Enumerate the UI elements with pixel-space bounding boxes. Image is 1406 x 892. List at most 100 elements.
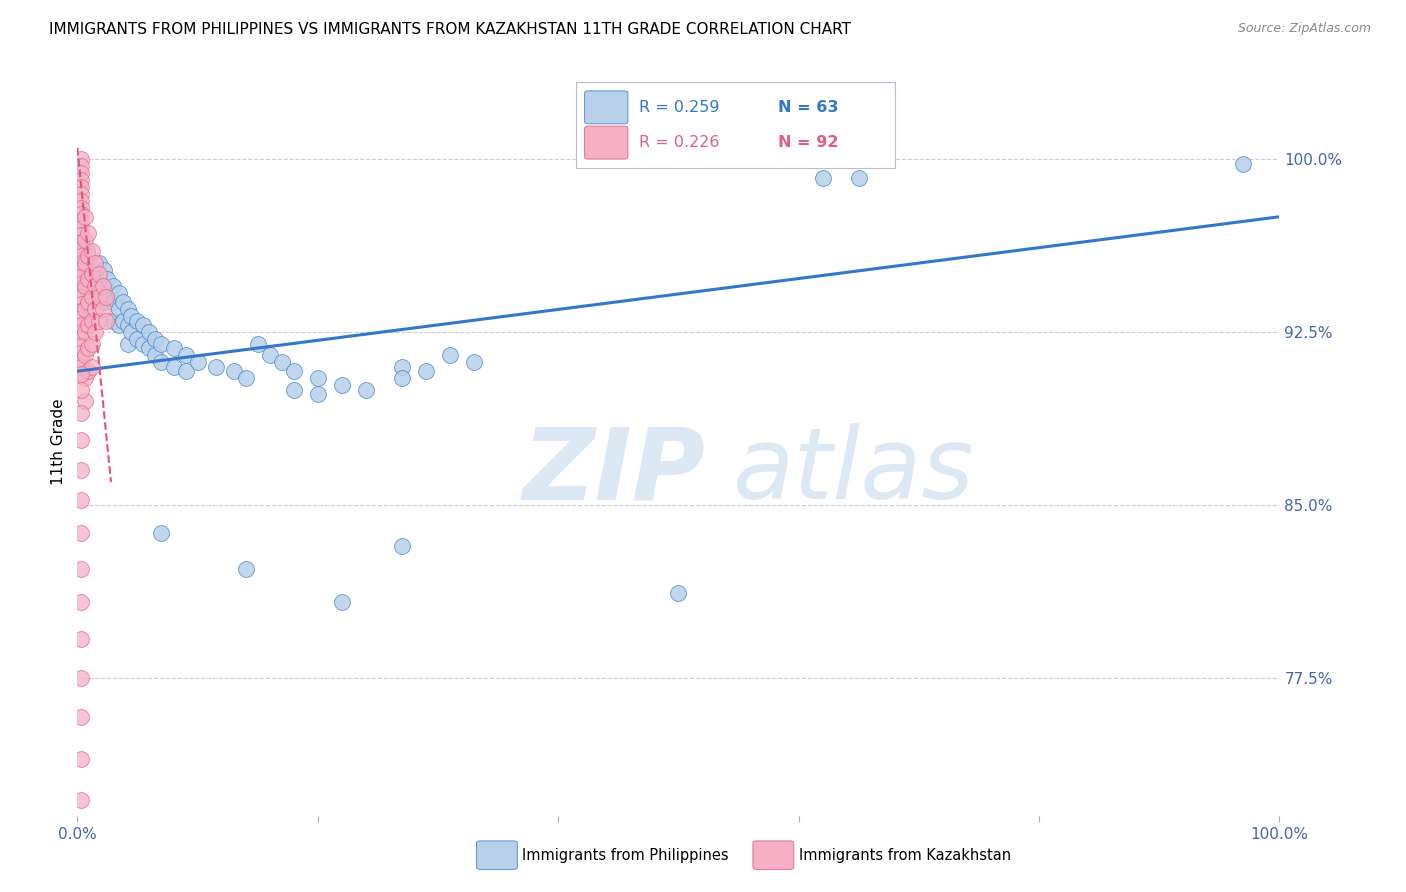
Text: N = 63: N = 63: [778, 100, 838, 115]
Point: [87, 290, 110, 304]
Point: [91, 279, 114, 293]
Point: [80, 290, 103, 304]
Point: [70, 207, 93, 221]
Point: [145, 332, 167, 346]
Point: [283, 364, 305, 378]
Point: [145, 348, 167, 362]
Point: [87, 313, 110, 327]
Point: [70, 201, 93, 215]
Point: [132, 318, 155, 332]
Point: [70, 277, 93, 291]
Point: [96, 313, 118, 327]
Point: [1232, 157, 1254, 171]
Point: [848, 170, 870, 185]
Point: [70, 152, 93, 166]
Point: [463, 355, 485, 369]
Point: [84, 256, 107, 270]
Point: [668, 585, 690, 599]
Point: [87, 272, 110, 286]
Point: [70, 332, 93, 346]
Point: [70, 463, 93, 477]
Point: [70, 359, 93, 374]
Point: [120, 325, 142, 339]
Point: [70, 279, 93, 293]
Point: [70, 383, 93, 397]
Point: [354, 383, 377, 397]
Point: [70, 304, 93, 318]
Point: [70, 406, 93, 420]
Point: [117, 318, 139, 332]
Text: Immigrants from Philippines: Immigrants from Philippines: [522, 847, 728, 863]
Point: [77, 249, 100, 263]
Point: [96, 290, 118, 304]
Text: Source: ZipAtlas.com: Source: ZipAtlas.com: [1237, 22, 1371, 36]
Point: [127, 332, 149, 346]
Point: [70, 832, 93, 847]
Point: [70, 525, 93, 540]
Point: [70, 179, 93, 194]
FancyBboxPatch shape: [576, 82, 894, 168]
Point: [70, 339, 93, 353]
Point: [73, 348, 96, 362]
Point: [132, 336, 155, 351]
Point: [204, 359, 226, 374]
Point: [391, 359, 413, 374]
Point: [84, 284, 107, 298]
Point: [103, 295, 125, 310]
Point: [84, 325, 107, 339]
FancyBboxPatch shape: [477, 841, 517, 870]
Point: [70, 751, 93, 765]
Point: [77, 364, 100, 378]
Point: [246, 336, 269, 351]
Point: [80, 359, 103, 374]
Point: [70, 186, 93, 201]
Point: [73, 279, 96, 293]
Point: [811, 170, 834, 185]
Point: [96, 272, 118, 286]
Point: [70, 256, 93, 270]
Point: [70, 595, 93, 609]
Text: R = 0.226: R = 0.226: [638, 135, 720, 150]
Point: [307, 371, 329, 385]
Point: [127, 313, 149, 327]
Point: [84, 268, 107, 282]
FancyBboxPatch shape: [585, 126, 628, 159]
Point: [117, 336, 139, 351]
Point: [103, 313, 125, 327]
Point: [330, 378, 353, 392]
Point: [108, 301, 131, 316]
Point: [73, 325, 96, 339]
Point: [391, 371, 413, 385]
Point: [235, 371, 257, 385]
Point: [391, 540, 413, 554]
Point: [270, 355, 292, 369]
Point: [87, 268, 110, 282]
Point: [80, 313, 103, 327]
Point: [150, 336, 173, 351]
Text: N = 92: N = 92: [778, 135, 838, 150]
Point: [87, 290, 110, 304]
Point: [70, 352, 93, 367]
Point: [73, 256, 96, 270]
Point: [70, 173, 93, 187]
Point: [70, 434, 93, 448]
Point: [70, 632, 93, 646]
Point: [77, 341, 100, 355]
Point: [91, 301, 114, 316]
Point: [70, 311, 93, 326]
Point: [259, 348, 281, 362]
Point: [70, 262, 93, 277]
Point: [77, 318, 100, 332]
Point: [76, 268, 98, 282]
Point: [70, 235, 93, 249]
Point: [150, 525, 173, 540]
Point: [70, 493, 93, 508]
Point: [79, 256, 101, 270]
Point: [77, 226, 100, 240]
Point: [73, 210, 96, 224]
Point: [80, 336, 103, 351]
Point: [87, 256, 110, 270]
Point: [70, 228, 93, 243]
Point: [80, 268, 103, 282]
Point: [70, 244, 93, 259]
